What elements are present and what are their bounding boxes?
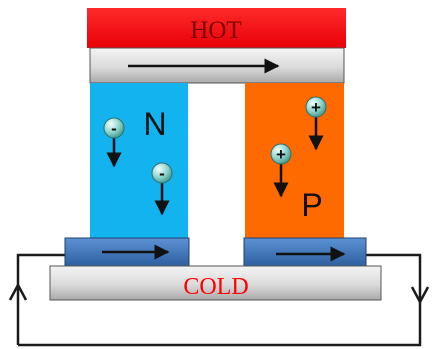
plus-sphere-icon bbox=[270, 143, 292, 165]
hot-plate bbox=[87, 8, 346, 48]
hole-1: + bbox=[305, 96, 327, 151]
p-type-label: P bbox=[301, 187, 322, 223]
minus-sphere-icon bbox=[103, 117, 125, 139]
n-type-label: N bbox=[143, 106, 166, 142]
electron-2: - bbox=[151, 162, 173, 216]
electron-symbol: - bbox=[159, 164, 165, 183]
cold-ceramic-plate bbox=[49, 265, 382, 301]
p-type-leg bbox=[245, 83, 344, 240]
circuit-arrow-down-icon bbox=[410, 286, 430, 305]
electron-1: - bbox=[103, 117, 125, 168]
cold-label: COLD bbox=[183, 274, 248, 300]
electron-symbol: - bbox=[111, 119, 117, 138]
plus-sphere-icon bbox=[305, 96, 327, 118]
circuit-arrow-up-icon bbox=[8, 282, 28, 301]
hole-symbol: + bbox=[311, 98, 321, 117]
p-side-contact bbox=[243, 237, 367, 267]
minus-sphere-icon bbox=[151, 162, 173, 184]
hot-label: HOT bbox=[190, 17, 241, 44]
n-type-leg bbox=[90, 83, 188, 240]
hole-2: + bbox=[270, 143, 292, 198]
hole-symbol: + bbox=[276, 145, 286, 164]
